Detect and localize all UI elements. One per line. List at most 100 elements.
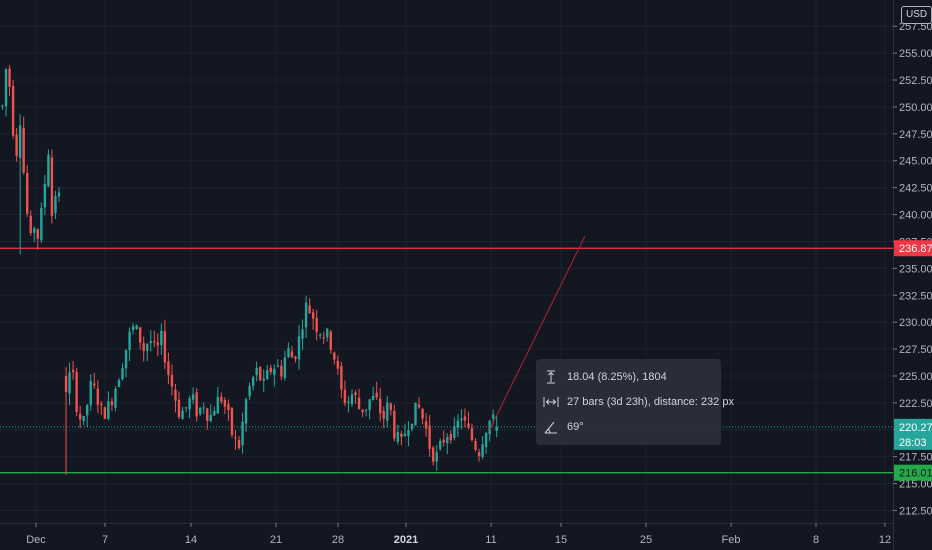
time-axis[interactable]: Dec 7 14 21 28 2021 11 15 25 Feb 8 12 <box>0 523 893 546</box>
candle-body <box>86 405 89 416</box>
candle-body <box>424 421 428 429</box>
candle-body <box>216 396 220 414</box>
candle-body <box>146 344 149 351</box>
candle-body <box>379 398 382 414</box>
resistance-price-tag-label: 236.87 <box>899 243 932 255</box>
candle-body <box>354 392 357 396</box>
candle-body <box>400 433 403 437</box>
time-tick-label: 11 <box>485 534 496 546</box>
candle-body <box>304 302 308 328</box>
candle-body <box>421 408 424 419</box>
candle-body <box>258 367 262 380</box>
candle-body <box>156 342 160 346</box>
trend-line[interactable] <box>489 235 586 430</box>
candle-body <box>484 433 488 448</box>
candle-body <box>481 444 484 457</box>
candle-body <box>477 452 481 456</box>
time-tick-label: 28 <box>332 534 344 546</box>
candle-body <box>1 105 4 107</box>
price-range-row: 18.04 (8.25%), 1804 <box>543 369 667 385</box>
candle-body <box>470 428 474 441</box>
candle-body <box>153 341 156 343</box>
price-tick-label: 255.00 <box>899 48 932 60</box>
candle-body <box>442 439 445 443</box>
candle-body <box>64 375 68 393</box>
candle-body <box>167 361 170 375</box>
candle-body <box>121 368 124 380</box>
candle-body <box>255 367 258 376</box>
candle-body <box>488 420 491 435</box>
currency-badge[interactable]: USD <box>901 6 932 24</box>
candle-body <box>47 154 50 187</box>
candle-body <box>273 368 276 375</box>
candle-body <box>241 421 244 446</box>
candle-body <box>463 416 467 421</box>
candle-body <box>174 389 177 401</box>
candle-body <box>110 401 114 406</box>
candle-body <box>467 423 470 428</box>
candle-body <box>439 440 442 450</box>
candle-body <box>386 402 389 421</box>
candle-body <box>276 365 280 367</box>
candle-body <box>297 336 301 360</box>
candle-body <box>269 367 272 373</box>
candle-body <box>54 196 57 214</box>
horizontal-lines[interactable] <box>0 247 893 474</box>
bars-range-row: 27 bars (3d 23h), distance: 232 px <box>543 394 734 410</box>
candle-body <box>100 403 103 406</box>
candle-body <box>364 409 368 411</box>
price-tick-label: 245.00 <box>899 156 932 168</box>
current-price-tag-label: 220.27 <box>899 422 932 434</box>
candle-body <box>138 327 142 343</box>
candle-body <box>220 396 223 402</box>
candle-body <box>403 433 407 436</box>
time-tick-label: 21 <box>270 534 282 546</box>
candle-body <box>103 407 107 419</box>
current-price-tag-bg <box>894 418 932 435</box>
support-price-tag-bg <box>894 464 932 481</box>
candle-body <box>15 134 18 156</box>
time-tick-label: Feb <box>722 534 741 546</box>
candle-body <box>206 408 209 421</box>
candle-body <box>29 215 32 234</box>
candle-body <box>456 420 460 428</box>
candle-body <box>223 399 227 407</box>
candle-body <box>460 418 463 421</box>
candle-body <box>50 157 54 217</box>
candle-body <box>170 374 174 387</box>
candle-body <box>301 329 304 339</box>
candle-body <box>431 447 435 462</box>
candle-body <box>57 192 61 197</box>
candle-body <box>195 392 198 417</box>
price-tick-label: 252.50 <box>899 75 932 87</box>
candle-body <box>89 381 92 406</box>
candle-body <box>287 348 290 357</box>
candle-body <box>248 386 251 397</box>
candle-body <box>343 389 347 404</box>
candle-body <box>237 439 241 448</box>
angle-row: 69° <box>543 419 584 435</box>
candle-body <box>40 207 43 241</box>
time-tick-label: Dec <box>26 534 46 546</box>
candle-body <box>36 229 39 239</box>
candles <box>1 65 498 475</box>
candle-body <box>230 407 234 435</box>
price-tick-label: 217.50 <box>899 452 932 464</box>
candle-body <box>368 399 371 410</box>
price-tick-label: 215.00 <box>899 479 932 491</box>
time-tick-label: 2021 <box>394 534 418 546</box>
candle-body <box>75 371 78 412</box>
candle-body <box>371 395 375 400</box>
candle-body <box>227 404 230 410</box>
time-tick-label: 7 <box>102 534 108 546</box>
candle-body <box>474 441 477 450</box>
price-tick-label: 212.50 <box>899 505 932 517</box>
candle-body <box>417 404 421 408</box>
candle-body <box>393 410 396 439</box>
candle-body <box>107 401 110 419</box>
candle-body <box>357 397 361 409</box>
candle-body <box>336 360 340 369</box>
candle-body <box>202 407 205 409</box>
bars-range-text: 27 bars (3d 23h), distance: 232 px <box>567 396 734 408</box>
